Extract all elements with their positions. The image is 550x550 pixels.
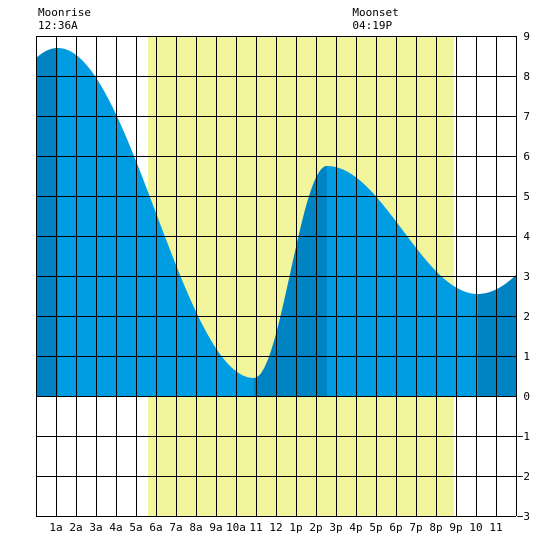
x-tick-label-15: 4p xyxy=(349,521,362,534)
x-tick-label-3: 4a xyxy=(109,521,122,534)
y-tick-label-2: −1 xyxy=(517,430,530,443)
x-tick-label-4: 5a xyxy=(129,521,142,534)
x-tick-label-5: 6a xyxy=(149,521,162,534)
x-tick-label-16: 5p xyxy=(369,521,382,534)
annotation-time-0: 12:36A xyxy=(38,19,78,32)
x-tick-label-0: 1a xyxy=(49,521,62,534)
y-tick-label-3: 0 xyxy=(523,390,530,403)
y-tick-label-11: 8 xyxy=(523,70,530,83)
x-tick-label-9: 10a xyxy=(226,521,246,534)
x-tick-label-6: 7a xyxy=(169,521,182,534)
annotation-time-1: 04:19P xyxy=(352,19,392,32)
x-tick-label-2: 3a xyxy=(89,521,102,534)
x-tick-label-21: 10 xyxy=(469,521,482,534)
x-tick-label-18: 7p xyxy=(409,521,422,534)
y-tick-label-12: 9 xyxy=(523,30,530,43)
x-tick-label-13: 2p xyxy=(309,521,322,534)
y-tick-label-1: −2 xyxy=(517,470,530,483)
y-tick-label-7: 4 xyxy=(523,230,530,243)
y-tick-label-10: 7 xyxy=(523,110,530,123)
annotation-title-1: Moonset xyxy=(352,6,398,19)
rising-tide-band-0 xyxy=(36,48,58,396)
x-tick-labels: 1a 2a 3a 4a 5a 6a 7a 8a 9a 10a 11 12 1p 2p 3p 4p 5p 6p 7p 8… xyxy=(49,521,502,534)
x-tick-label-1: 2a xyxy=(69,521,82,534)
y-tick-label-9: 6 xyxy=(523,150,530,163)
y-tick-label-8: 5 xyxy=(523,190,530,203)
x-tick-label-22: 11 xyxy=(489,521,502,534)
y-tick-label-0: −3 xyxy=(517,510,530,523)
x-tick-label-17: 6p xyxy=(389,521,402,534)
grid-layer xyxy=(36,36,517,517)
x-tick-label-20: 9p xyxy=(449,521,462,534)
x-tick-label-10: 11 xyxy=(249,521,262,534)
x-tick-label-8: 9a xyxy=(209,521,222,534)
y-tick-label-6: 3 xyxy=(523,270,530,283)
x-tick-label-11: 12 xyxy=(269,521,282,534)
y-tick-labels: −3 −2 −1 0 1 2 3 4 5 6 7 8 9 xyxy=(517,30,531,523)
x-tick-label-12: 1p xyxy=(289,521,302,534)
x-tick-label-19: 8p xyxy=(429,521,442,534)
annotation-title-0: Moonrise xyxy=(38,6,91,19)
y-tick-label-4: 1 xyxy=(523,350,530,363)
x-tick-label-7: 8a xyxy=(189,521,202,534)
y-tick-label-5: 2 xyxy=(523,310,530,323)
x-tick-label-14: 3p xyxy=(329,521,342,534)
